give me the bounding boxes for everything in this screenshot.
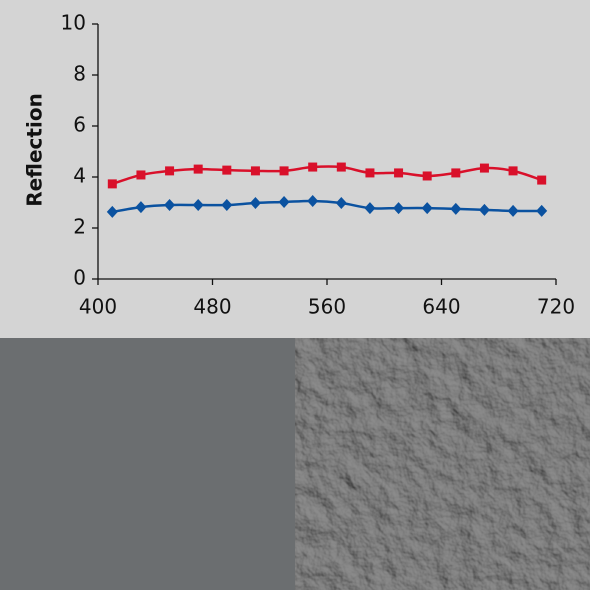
- marker: [135, 201, 147, 214]
- marker: [478, 203, 490, 216]
- y-tick-label: 6: [73, 113, 86, 137]
- marker: [164, 199, 176, 212]
- marker: [106, 205, 118, 218]
- y-tick-label: 10: [61, 11, 86, 35]
- marker: [450, 202, 462, 215]
- marker: [394, 168, 404, 178]
- marker: [107, 179, 117, 189]
- plain-swatch: [0, 338, 295, 590]
- series-line: [112, 199, 542, 214]
- x-tick-label: 720: [537, 295, 575, 319]
- x-tick-label: 640: [422, 295, 460, 319]
- marker: [451, 168, 461, 178]
- y-tick-label: 2: [73, 215, 86, 239]
- marker: [336, 162, 346, 172]
- marker: [536, 204, 548, 217]
- marker: [221, 199, 233, 212]
- marker: [249, 197, 261, 210]
- marker: [479, 163, 489, 173]
- marker: [165, 166, 175, 176]
- y-axis-label: Reflection: [23, 93, 47, 207]
- marker: [307, 194, 319, 207]
- marker: [508, 166, 518, 176]
- textured-swatch: [295, 338, 590, 590]
- marker: [422, 171, 432, 181]
- marker: [279, 166, 289, 176]
- marker: [537, 175, 547, 185]
- x-tick-label: 480: [193, 295, 231, 319]
- y-tick-label: 8: [73, 62, 86, 86]
- x-tick-label: 560: [308, 295, 346, 319]
- marker: [393, 202, 405, 215]
- marker: [365, 168, 375, 178]
- marker: [421, 202, 433, 215]
- marker: [364, 202, 376, 215]
- plot: 0 2 4 6 8 10 400 480 560 640 720: [61, 11, 576, 319]
- marker: [222, 165, 232, 175]
- marker: [250, 166, 260, 176]
- x-tick-label: 400: [79, 295, 117, 319]
- y-tick-label: 4: [73, 164, 86, 188]
- marker: [507, 204, 519, 217]
- marker: [335, 197, 347, 210]
- series-line: [111, 165, 543, 186]
- marker: [308, 162, 318, 172]
- marker: [192, 199, 204, 212]
- marker: [193, 164, 203, 174]
- marker: [136, 170, 146, 180]
- marker: [278, 195, 290, 208]
- y-tick-label: 0: [73, 266, 86, 290]
